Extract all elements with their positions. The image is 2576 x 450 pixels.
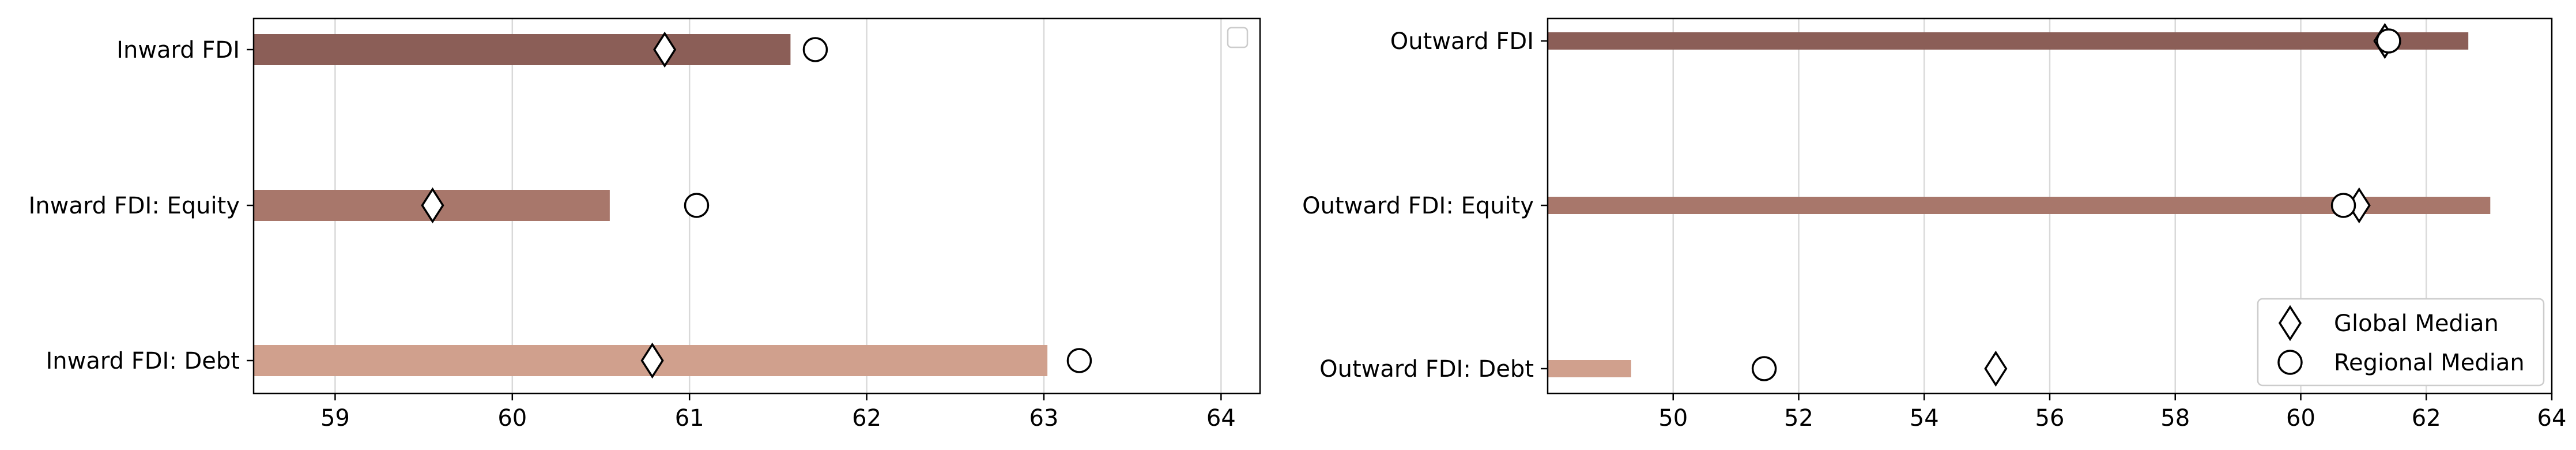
- regional-median-marker: [1066, 348, 1092, 373]
- x-tick-label: 59: [320, 405, 350, 432]
- x-tick-label: 64: [1206, 405, 1236, 432]
- plot-area: [254, 31, 1092, 379]
- category-label: Inward FDI: Debt: [46, 348, 240, 374]
- x-tick-label: 64: [2537, 405, 2567, 432]
- regional-median-marker: [684, 193, 710, 218]
- regional-median-marker: [2376, 28, 2401, 54]
- legend-box: [1227, 27, 1249, 48]
- legend-diamond-icon: [2278, 305, 2302, 342]
- x-tick-label: 50: [1658, 405, 1688, 432]
- x-tick-label: 62: [2412, 405, 2441, 432]
- legend-circle-icon: [2277, 350, 2303, 375]
- x-tick-label: 61: [675, 405, 704, 432]
- x-tick-label: 58: [2160, 405, 2190, 432]
- legend-box: [2257, 298, 2545, 387]
- global-median-marker: [1984, 350, 2008, 387]
- legend-label: Global Median: [2334, 310, 2499, 337]
- x-tick-label: 54: [1910, 405, 1939, 432]
- category-label: Inward FDI: Equity: [28, 193, 240, 219]
- bar: [1548, 32, 2469, 50]
- category-label: Inward FDI: [116, 37, 240, 63]
- x-tick-label: 62: [852, 405, 881, 432]
- x-tick-label: 52: [1784, 405, 1813, 432]
- x-tick-label: 60: [497, 405, 527, 432]
- legend: Global Median Regional Median: [2257, 298, 2545, 387]
- bar: [254, 34, 791, 65]
- x-tick-label: 60: [2286, 405, 2315, 432]
- plot-area: [1548, 22, 2491, 387]
- x-tick-label: 63: [1029, 405, 1059, 432]
- x-tick-label: 56: [2035, 405, 2065, 432]
- global-median-marker: [653, 31, 677, 68]
- category-label: Outward FDI: Debt: [1319, 356, 1534, 382]
- global-median-marker: [640, 342, 664, 379]
- bar: [1548, 360, 1631, 377]
- chart-panel-1: 59 60 61 62 63 64 Inward FDI Inward FDI: Equity…: [28, 17, 1261, 432]
- regional-median-marker: [802, 37, 828, 62]
- regional-median-marker: [2330, 193, 2356, 218]
- category-label: Outward FDI: [1390, 28, 1534, 55]
- chart-panel-2: 50 52 54 56 58 60 62 64 Outward FDI Outward FDI: …: [1302, 17, 2567, 432]
- global-median-marker: [421, 187, 444, 224]
- legend-label: Regional Median: [2334, 350, 2525, 376]
- category-label: Outward FDI: Equity: [1302, 193, 1534, 219]
- regional-median-marker: [1751, 356, 1777, 381]
